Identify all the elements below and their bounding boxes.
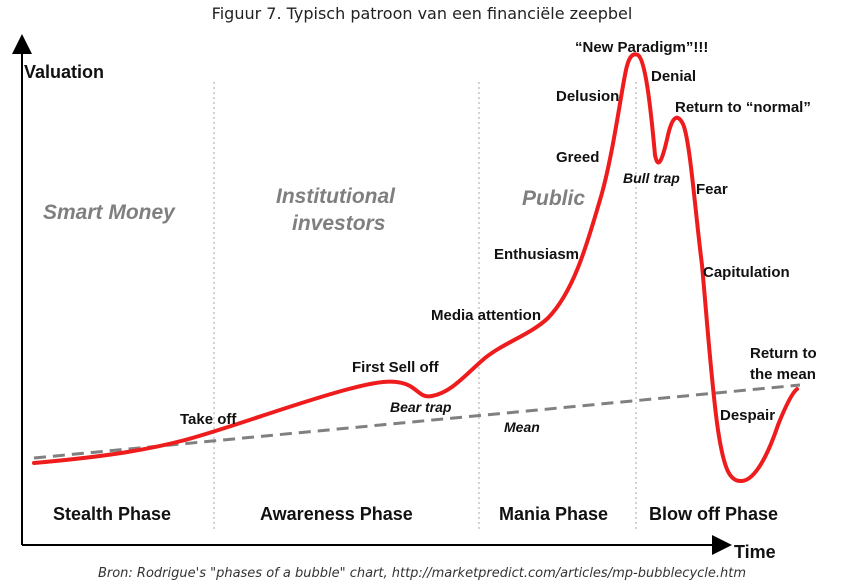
- event-label-bear-trap: Bear trap: [390, 399, 452, 415]
- group-label-institutional: Institutional: [276, 185, 396, 208]
- figure-caption: Figuur 7. Typisch patroon van een financ…: [211, 4, 633, 23]
- event-label-first-sell-off: First Sell off: [352, 359, 440, 376]
- y-axis-label: Valuation: [24, 62, 104, 82]
- phase-label-stealth: Stealth Phase: [53, 504, 171, 524]
- phase-label-mania: Mania Phase: [499, 504, 608, 524]
- group-label-public: Public: [522, 187, 585, 210]
- source-note: Bron: Rodrigue's "phases of a bubble" ch…: [97, 566, 747, 581]
- event-label-fear: Fear: [696, 181, 728, 198]
- event-label-return-mean-2: the mean: [750, 366, 816, 383]
- group-label-investors: investors: [292, 212, 385, 235]
- event-label-despair: Despair: [720, 407, 775, 424]
- event-label-enthusiasm: Enthusiasm: [494, 246, 579, 263]
- mean-label: Mean: [504, 419, 540, 435]
- phase-label-blowoff: Blow off Phase: [649, 504, 778, 524]
- phase-label-awareness: Awareness Phase: [260, 504, 413, 524]
- group-label-smart-money: Smart Money: [43, 201, 176, 224]
- event-label-take-off: Take off: [180, 411, 237, 428]
- event-label-media-attention: Media attention: [431, 307, 541, 324]
- event-label-return-mean: Return to: [750, 345, 817, 362]
- mean-line: [33, 383, 801, 460]
- event-label-denial: Denial: [651, 68, 696, 85]
- event-label-capitulation: Capitulation: [703, 264, 790, 281]
- event-label-greed: Greed: [556, 149, 599, 166]
- event-label-return-normal: Return to “normal”: [675, 99, 811, 116]
- event-label-delusion: Delusion: [556, 88, 619, 105]
- event-label-new-paradigm: “New Paradigm”!!!: [575, 39, 708, 56]
- bubble-curve: [32, 52, 799, 484]
- x-axis-label: Time: [734, 542, 776, 562]
- event-label-bull-trap: Bull trap: [623, 170, 680, 186]
